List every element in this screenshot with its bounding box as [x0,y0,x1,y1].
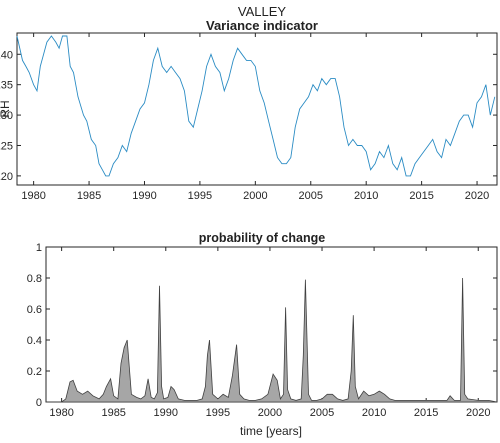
variance-y-tick-label: 125 [0,140,13,152]
probability-x-tick-label: 1985 [101,407,125,419]
variance-x-tick-label: 1990 [132,190,156,202]
variance-plot: 120 125 130 135 140 1980 1985 1990 1995 2000 2005… [0,32,498,202]
variance-x-tick-label: 2020 [465,190,489,202]
probability-y-tick-label: 0.4 [27,335,42,347]
variance-x-tick-label: 2015 [409,190,433,202]
probability-x-tick-label: 1990 [154,407,178,419]
chart-top-title: Variance indicator [206,18,318,33]
variance-y-axis-label: RH [0,100,12,117]
probability-x-tick-label: 2020 [466,407,490,419]
probability-y-tick-label: 0 [36,397,42,409]
variance-plot-frame [16,32,498,186]
variance-x-tick-label: 2010 [354,190,378,202]
variance-x-tick-label: 1980 [21,190,45,202]
probability-x-ticks: 1980 1985 1990 1995 2000 2005 2010 2015 2020 [49,247,490,419]
variance-y-tick-label: 140 [0,49,13,61]
variance-y-tick-label: 120 [0,171,13,183]
probability-x-tick-label: 2000 [258,407,282,419]
variance-x-tick-label: 2005 [299,190,323,202]
variance-y-ticks: 120 125 130 135 140 [0,49,497,183]
variance-x-tick-label: 1995 [188,190,212,202]
probability-series-area [46,277,498,403]
probability-x-tick-label: 2005 [310,407,334,419]
probability-y-tick-label: 0.2 [27,366,42,378]
probability-y-tick-label: 0.6 [27,304,42,316]
probability-x-tick-label: 2015 [414,407,438,419]
probability-y-tick-label: 1 [36,242,42,254]
probability-x-axis-label: time [years] [240,424,302,438]
variance-x-tick-label: 1985 [77,190,101,202]
probability-x-tick-label: 2010 [362,407,386,419]
variance-y-tick-label: 135 [0,80,13,92]
variance-x-ticks: 1980 1985 1990 1995 2000 2005 2010 2015 2020 [21,33,489,202]
variance-series-line [16,35,496,177]
chart-bottom-title: probability of change [199,231,325,245]
probability-y-tick-label: 0.8 [27,273,42,285]
variance-y-tick-label: 130 [0,110,13,122]
probability-plot: 0 0.2 0.4 0.6 0.8 1 1980 1985 1990 1995 2000 2005 2… [27,242,498,438]
figure-suptitle: VALLEY [238,4,287,19]
variance-x-tick-label: 2000 [243,190,267,202]
probability-x-tick-label: 1980 [49,407,73,419]
probability-x-tick-label: 1995 [206,407,230,419]
